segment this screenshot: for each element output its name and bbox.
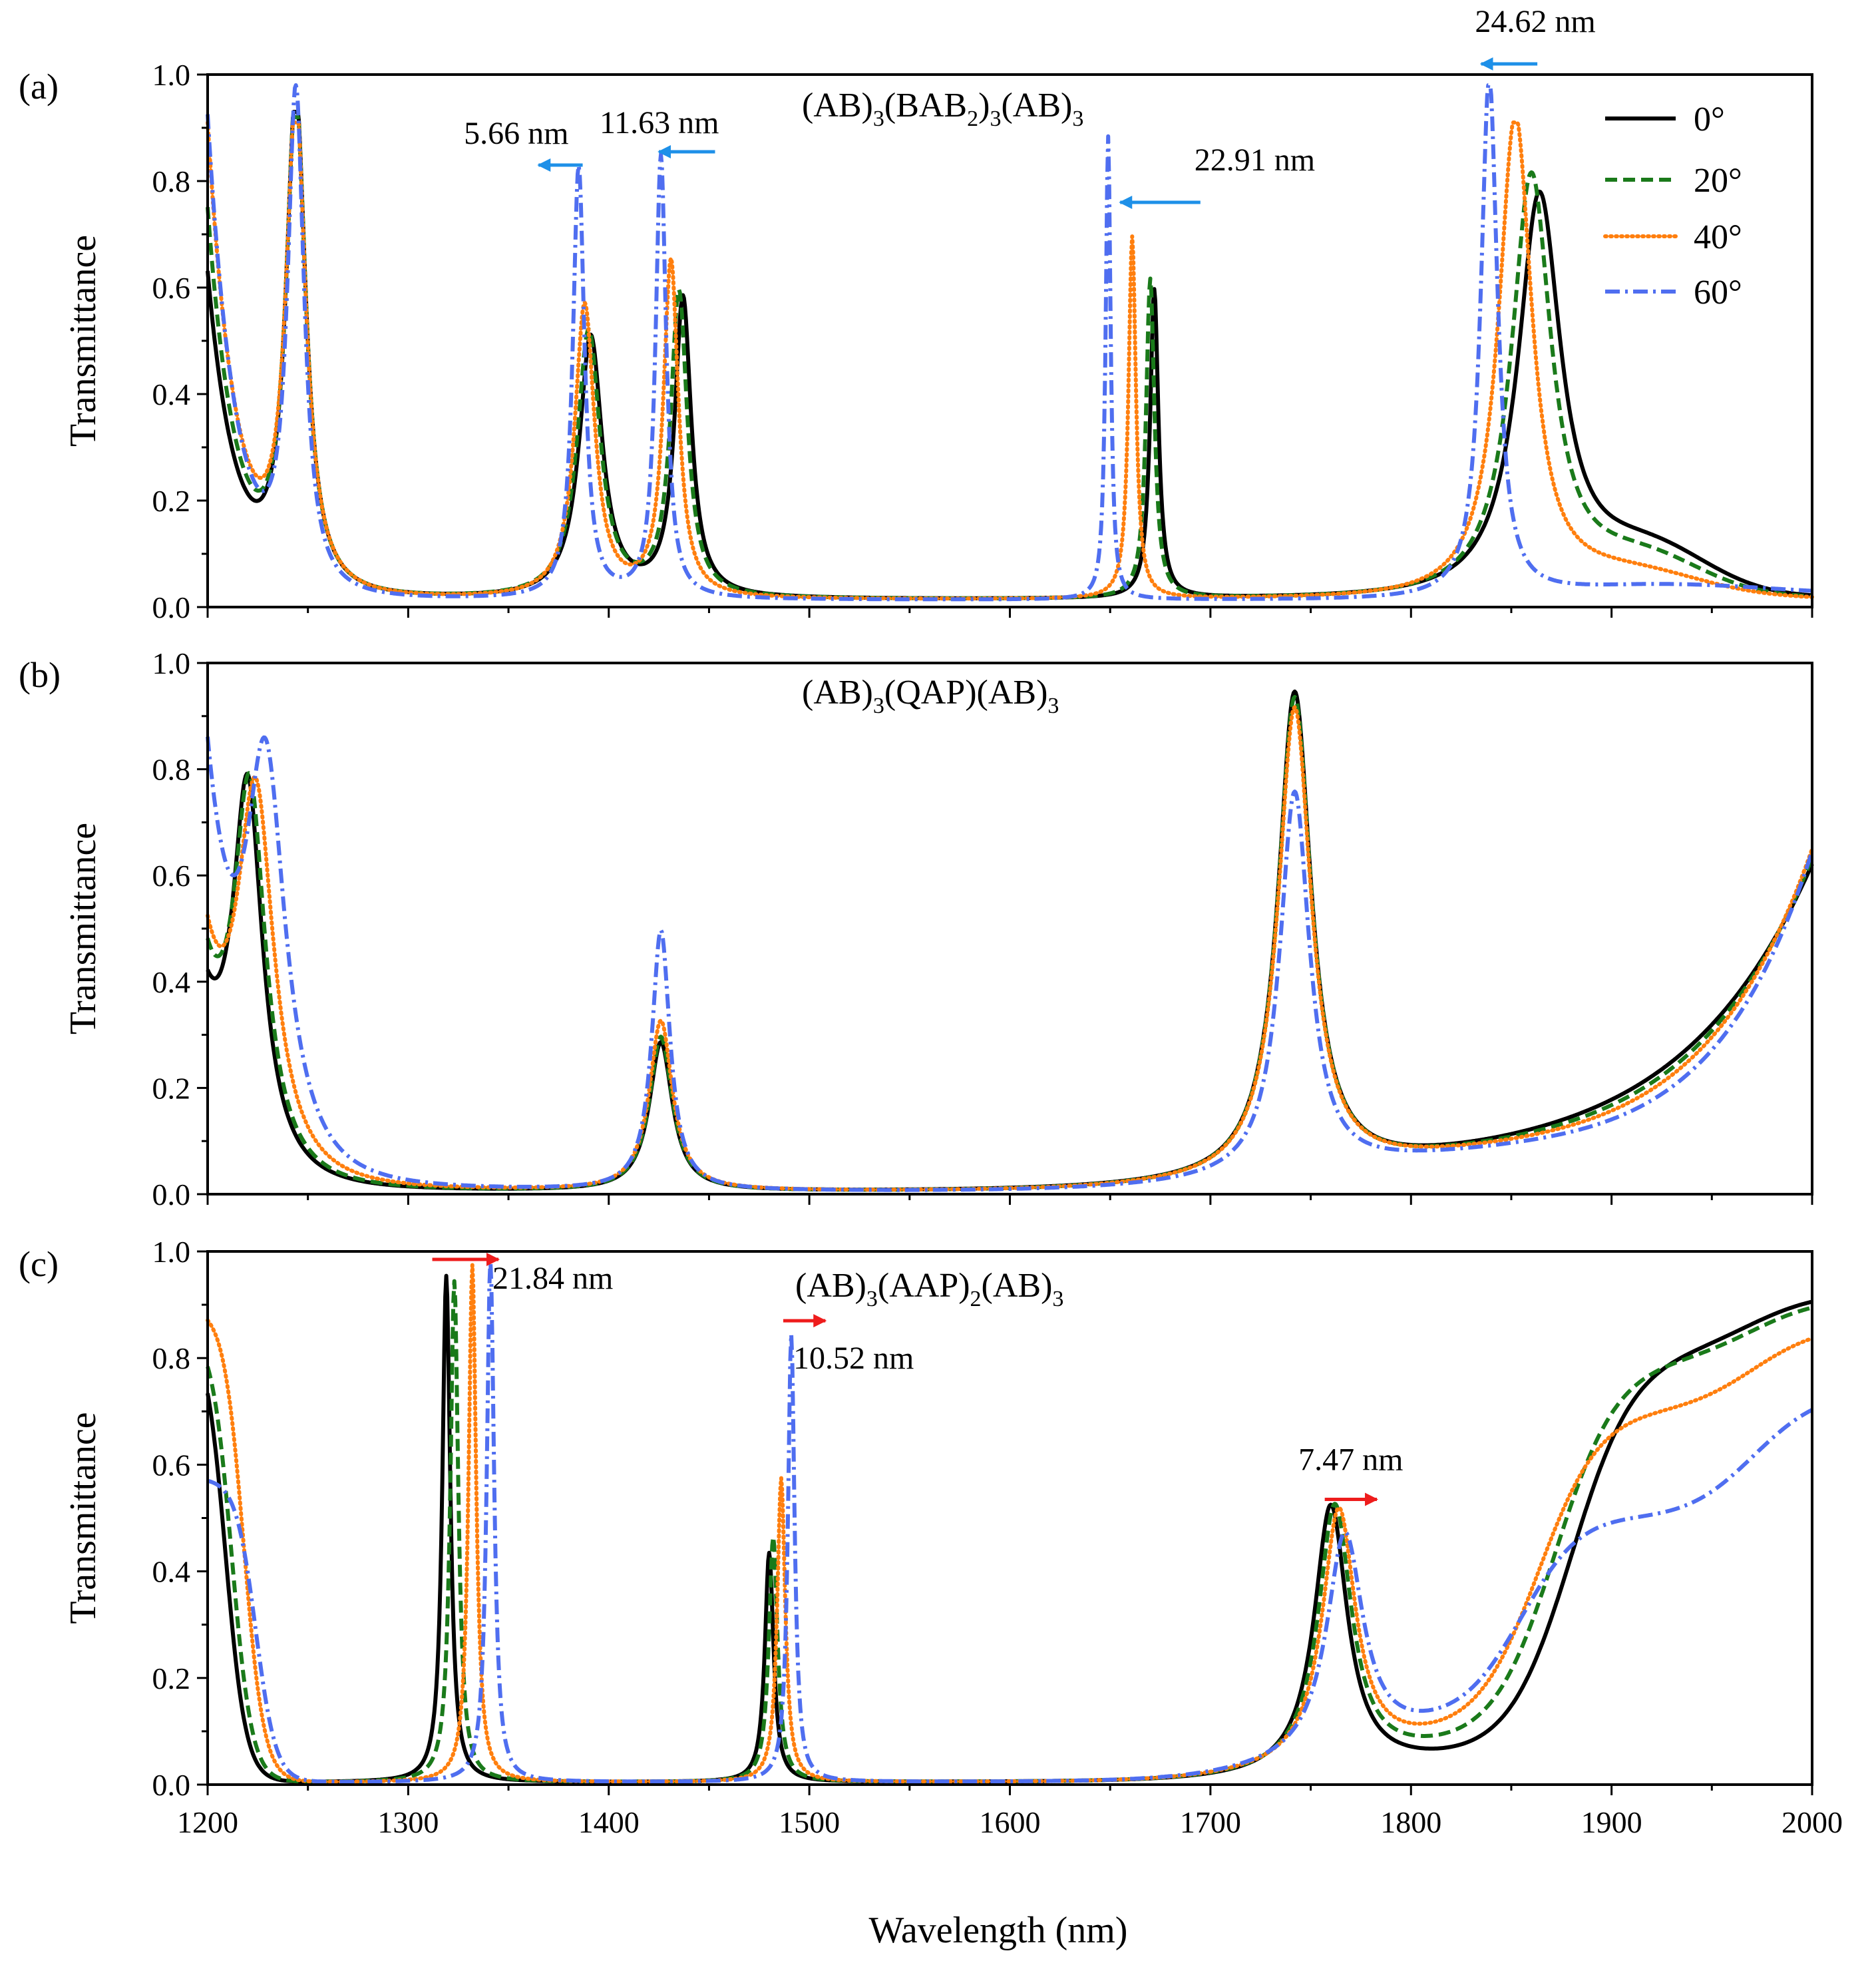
legend-label-2: 40° bbox=[1694, 218, 1742, 256]
y-tick-label-c-5: 1.0 bbox=[152, 1235, 191, 1269]
x-tick-label-3: 1500 bbox=[779, 1805, 840, 1839]
series-line-a-20 bbox=[206, 115, 1813, 600]
series-line-a-40 bbox=[206, 120, 1814, 601]
panel-a: 0.0 0.2 0.4 0.6 0.8 1.0 Transmittance (a) (AB)… bbox=[19, 4, 1814, 624]
series-line-b-60 bbox=[206, 735, 1814, 1192]
y-axis-title-a: Transmittance bbox=[63, 235, 104, 447]
y-tick-label-c-2: 0.4 bbox=[152, 1555, 191, 1589]
shift-label-c-2: 7.47 nm bbox=[1298, 1442, 1403, 1477]
x-tick-label-4: 1600 bbox=[980, 1805, 1041, 1839]
panel-b-label: (b) bbox=[19, 655, 61, 695]
y-tick-label-b-4: 0.8 bbox=[152, 753, 191, 787]
x-tick-label-2: 1400 bbox=[578, 1805, 640, 1839]
panel-b-frame bbox=[206, 662, 1813, 1196]
y-tick-label-a-2: 0.4 bbox=[152, 377, 191, 411]
legend-label-1: 20° bbox=[1694, 162, 1742, 200]
panel-b: 0.0 0.2 0.4 0.6 0.8 1.0 Transmittance (b) (AB)… bbox=[19, 646, 1814, 1211]
panel-a-label: (a) bbox=[19, 67, 59, 107]
y-tick-label-b-5: 1.0 bbox=[152, 646, 191, 680]
panel-a-structure-label: (AB)3(BAB2)3(AB)3 bbox=[802, 87, 1083, 131]
panel-b-structure-label: (AB)3(QAP)(AB)3 bbox=[802, 674, 1059, 718]
series-line-c-40 bbox=[206, 1263, 1814, 1784]
x-tick-label-1: 1300 bbox=[377, 1805, 439, 1839]
y-tick-label-b-0: 0.0 bbox=[152, 1178, 191, 1211]
shift-label-a-1: 11.63 nm bbox=[600, 105, 719, 140]
y-tick-label-b-1: 0.2 bbox=[152, 1071, 191, 1105]
x-tick-label-0: 1200 bbox=[177, 1805, 238, 1839]
y-tick-label-c-4: 0.8 bbox=[152, 1341, 191, 1375]
legend-label-0: 0° bbox=[1694, 101, 1725, 138]
x-tick-label-5: 1700 bbox=[1180, 1805, 1241, 1839]
shift-label-a-0: 5.66 nm bbox=[464, 116, 568, 151]
series-line-a-60 bbox=[206, 83, 1813, 602]
y-tick-label-a-3: 0.6 bbox=[152, 271, 191, 305]
x-axis-title: Wavelength (nm) bbox=[869, 1910, 1128, 1951]
panel-b-axes: 0.0 0.2 0.4 0.6 0.8 1.0 Transmittance bbox=[63, 646, 1813, 1211]
y-tick-label-a-4: 0.8 bbox=[152, 164, 191, 198]
legend-label-3: 60° bbox=[1694, 274, 1742, 312]
panel-a-axes: 0.0 0.2 0.4 0.6 0.8 1.0 Transmittance bbox=[63, 58, 1813, 624]
y-tick-label-a-5: 1.0 bbox=[152, 58, 191, 92]
y-tick-label-b-3: 0.6 bbox=[152, 859, 191, 893]
x-tick-label-8: 2000 bbox=[1782, 1805, 1843, 1839]
x-tick-label-6: 1800 bbox=[1380, 1805, 1441, 1839]
y-tick-label-a-0: 0.0 bbox=[152, 590, 191, 624]
y-axis-title-b: Transmittance bbox=[63, 823, 104, 1034]
panel-c-label: (c) bbox=[19, 1244, 59, 1284]
panel-b-curves bbox=[206, 689, 1814, 1192]
y-tick-label-c-3: 0.6 bbox=[152, 1448, 191, 1482]
panel-c: 1200 1300 1400 1500 1600 1700 1800 1900 2000 0.0 0… bbox=[19, 1235, 1843, 1839]
series-line-a-0 bbox=[206, 110, 1813, 600]
panel-c-axes: 1200 1300 1400 1500 1600 1700 1800 1900 2000 0.0 0… bbox=[63, 1235, 1843, 1839]
series-line-b-0 bbox=[206, 689, 1814, 1192]
panel-c-structure-label: (AB)3(AAP)2(AB)3 bbox=[795, 1267, 1063, 1311]
y-tick-label-b-2: 0.4 bbox=[152, 965, 191, 999]
y-tick-label-a-1: 0.2 bbox=[152, 484, 191, 518]
shift-label-a-3: 24.62 nm bbox=[1475, 4, 1595, 39]
x-tick-label-7: 1900 bbox=[1581, 1805, 1642, 1839]
y-tick-label-c-1: 0.2 bbox=[152, 1661, 191, 1695]
panel-c-annotations: 21.84 nm 10.52 nm 7.47 nm bbox=[432, 1253, 1404, 1506]
panel-a-curves bbox=[206, 83, 1814, 602]
shift-label-a-2: 22.91 nm bbox=[1195, 142, 1315, 178]
legend: 0° 20° 40° 60° bbox=[1603, 101, 1742, 312]
y-axis-title-c: Transmittance bbox=[63, 1412, 104, 1624]
shift-label-c-0: 21.84 nm bbox=[492, 1261, 613, 1296]
shift-label-c-1: 10.52 nm bbox=[793, 1341, 914, 1376]
panel-c-curves bbox=[206, 1257, 1814, 1784]
y-tick-label-c-0: 0.0 bbox=[152, 1768, 191, 1802]
panel-a-annotations: 5.66 nm 11.63 nm 22.91 nm 24.62 nm bbox=[464, 4, 1596, 209]
